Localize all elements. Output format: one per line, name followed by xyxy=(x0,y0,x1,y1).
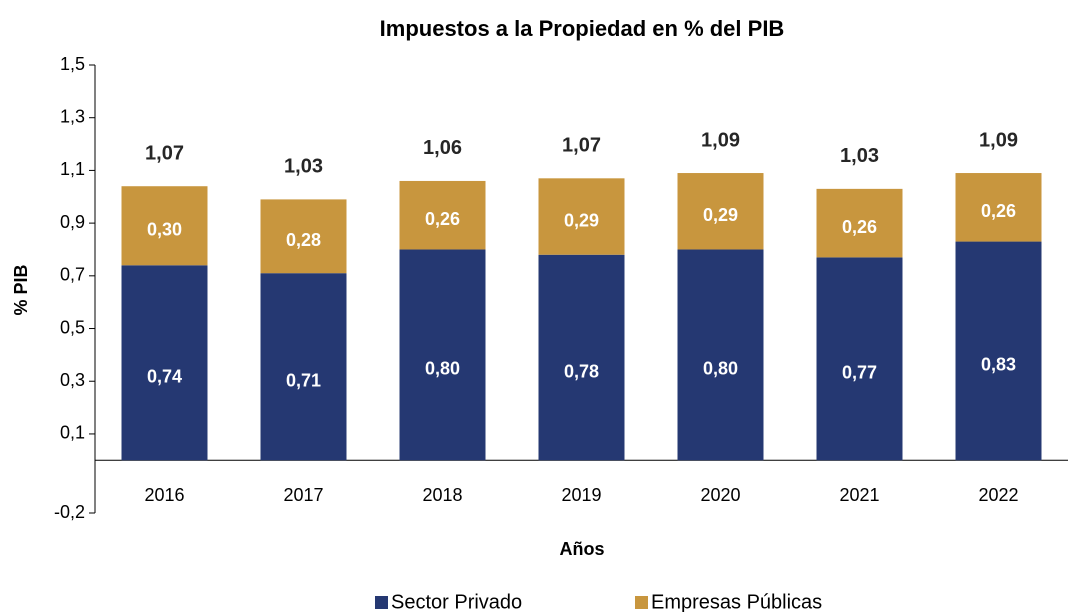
total-label: 1,03 xyxy=(840,145,879,167)
bar-segment xyxy=(538,254,625,461)
y-tick-label: 0,9 xyxy=(60,212,85,232)
data-label: 0,28 xyxy=(286,230,321,250)
total-label: 1,03 xyxy=(284,156,323,178)
data-label: 0,26 xyxy=(425,209,460,229)
legend-swatch xyxy=(375,596,388,609)
data-label: 0,71 xyxy=(286,370,321,390)
bar-segment xyxy=(260,199,347,274)
legend-swatch xyxy=(635,596,648,609)
x-tick-label: 2021 xyxy=(839,485,879,505)
data-label: 0,83 xyxy=(981,355,1016,375)
bar-segment xyxy=(121,265,208,461)
legend-label: Empresas Públicas xyxy=(651,591,822,612)
bar-segment xyxy=(816,257,903,461)
total-label: 1,09 xyxy=(979,129,1018,151)
bar-segment xyxy=(677,173,764,250)
y-tick-label: 0,1 xyxy=(60,423,85,443)
data-label: 0,77 xyxy=(842,363,877,383)
x-tick-label: 2019 xyxy=(561,485,601,505)
data-label: 0,30 xyxy=(147,220,182,240)
x-tick-label: 2022 xyxy=(978,485,1018,505)
data-label: 0,78 xyxy=(564,361,599,381)
y-tick-label: -0,2 xyxy=(54,502,85,522)
bar-segment xyxy=(538,178,625,255)
y-tick-label: 1,1 xyxy=(60,159,85,179)
total-label: 1,06 xyxy=(423,137,462,159)
bar-segment xyxy=(399,249,486,461)
legend-label: Sector Privado xyxy=(391,591,522,612)
y-tick-label: 0,7 xyxy=(60,265,85,285)
data-label: 0,29 xyxy=(703,205,738,225)
chart-title: Impuestos a la Propiedad en % del PIB xyxy=(380,16,785,41)
x-tick-label: 2020 xyxy=(700,485,740,505)
bar-segment xyxy=(677,249,764,461)
total-label: 1,09 xyxy=(701,129,740,151)
x-tick-label: 2018 xyxy=(422,485,462,505)
data-label: 0,74 xyxy=(147,367,182,387)
y-axis-label: % PIB xyxy=(11,264,31,315)
y-tick-label: 1,5 xyxy=(60,54,85,74)
data-label: 0,29 xyxy=(564,210,599,230)
x-tick-label: 2016 xyxy=(144,485,184,505)
bar-segment xyxy=(816,188,903,258)
x-axis-label: Años xyxy=(560,539,605,559)
total-label: 1,07 xyxy=(145,143,184,165)
data-label: 0,26 xyxy=(981,201,1016,221)
bar-segment xyxy=(260,273,347,461)
bar-segment xyxy=(399,180,486,250)
x-tick-label: 2017 xyxy=(283,485,323,505)
bar-segment xyxy=(121,186,208,266)
data-label: 0,26 xyxy=(842,217,877,237)
data-label: 0,80 xyxy=(425,359,460,379)
y-tick-label: 1,3 xyxy=(60,106,85,126)
bar-segment xyxy=(955,173,1042,242)
y-tick-label: 0,5 xyxy=(60,317,85,337)
data-label: 0,80 xyxy=(703,359,738,379)
total-label: 1,07 xyxy=(562,135,601,157)
y-tick-label: 0,3 xyxy=(60,370,85,390)
bar-segment xyxy=(955,241,1042,461)
